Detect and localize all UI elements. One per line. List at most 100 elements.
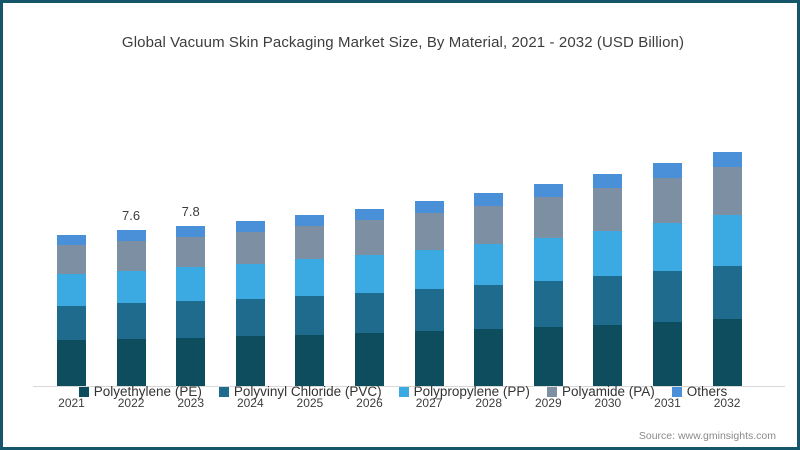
bar-segment-2028-s2 <box>474 243 504 286</box>
x-tick-2029: 2029 <box>534 396 562 410</box>
x-tick-2021: 2021 <box>58 396 85 410</box>
bar-segment-2026-s2 <box>355 254 384 293</box>
bar-segment-2031-s0 <box>653 321 682 386</box>
bar-2025[interactable] <box>295 214 325 386</box>
source-attribution: Source: www.gminsights.com <box>638 430 776 442</box>
legend-swatch-icon-4 <box>671 386 682 397</box>
x-tick-2030: 2030 <box>594 396 622 410</box>
legend-label-2: Polypropylene (PP) <box>413 384 530 399</box>
x-tick-2032: 2032 <box>713 396 741 410</box>
bar-segment-2032-s4 <box>712 151 742 168</box>
bar-segment-2021-s3 <box>57 244 86 274</box>
bar-segment-2029-s4 <box>533 184 563 198</box>
legend-swatch-icon-0 <box>78 386 89 397</box>
bar-segment-2021-s0 <box>57 339 86 386</box>
x-tick-2031: 2031 <box>654 396 681 410</box>
x-tick-2027: 2027 <box>415 396 443 410</box>
legend-item-2[interactable]: Polypropylene (PP) <box>398 384 530 399</box>
bar-segment-2025-s3 <box>295 225 325 260</box>
bar-2024[interactable] <box>235 221 265 386</box>
bar-segment-2023-s3 <box>176 236 206 268</box>
bar-2027[interactable] <box>414 201 444 386</box>
bar-2022[interactable] <box>116 230 146 386</box>
bar-segment-2029-s3 <box>533 197 563 238</box>
legend-swatch-icon-1 <box>218 386 229 397</box>
legend-item-3[interactable]: Polyamide (PA) <box>546 384 655 399</box>
bar-2028[interactable] <box>474 193 504 386</box>
bar-2021[interactable] <box>57 234 86 386</box>
bar-segment-2021-s2 <box>57 273 86 306</box>
chart-title: Global Vacuum Skin Packaging Market Size… <box>121 34 685 51</box>
legend-swatch-icon-3 <box>546 386 557 397</box>
bar-segment-2030-s0 <box>593 324 623 386</box>
legend-label-4: Others <box>686 384 728 399</box>
bar-segment-2023-s0 <box>176 337 206 386</box>
bar-2031[interactable] <box>653 163 682 386</box>
bar-segment-2029-s2 <box>533 237 563 282</box>
bar-segment-2032-s2 <box>712 214 742 266</box>
bar-segment-2031-s2 <box>653 223 682 272</box>
bar-segment-2030-s3 <box>593 188 623 231</box>
legend-item-4[interactable]: Others <box>671 384 728 399</box>
bar-segment-2031-s4 <box>653 163 682 178</box>
bar-segment-2025-s1 <box>295 295 325 335</box>
bar-segment-2031-s1 <box>653 271 682 322</box>
baseline-axis <box>33 386 785 387</box>
bar-2030[interactable] <box>593 174 623 386</box>
x-tick-2023: 2023 <box>177 396 205 410</box>
bar-segment-2024-s4 <box>235 221 265 232</box>
bar-segment-2024-s3 <box>235 231 265 264</box>
bar-segment-2022-s4 <box>116 230 146 241</box>
bar-segment-2026-s0 <box>355 333 384 386</box>
bar-segment-2026-s1 <box>355 292 384 334</box>
bar-segment-2028-s1 <box>474 285 504 330</box>
bar-2029[interactable] <box>533 184 563 386</box>
bar-segment-2027-s1 <box>414 289 444 332</box>
bar-segment-2023-s1 <box>176 301 206 338</box>
bar-segment-2031-s3 <box>653 177 682 224</box>
legend-swatch-icon-2 <box>398 386 409 397</box>
bar-segment-2021-s1 <box>57 305 86 340</box>
bar-segment-2026-s3 <box>355 219 384 255</box>
bar-segment-2027-s3 <box>414 213 444 250</box>
data-label-2023: 7.8 <box>181 204 200 220</box>
bar-segment-2030-s4 <box>593 174 623 189</box>
bar-2023[interactable] <box>176 226 206 386</box>
bar-segment-2027-s4 <box>414 201 444 214</box>
plot-area: 2021 2022 2023 2024 2025 2026 2027 2028 2029 2030… <box>33 66 785 410</box>
bar-segment-2026-s4 <box>355 208 384 220</box>
bar-segment-2027-s2 <box>414 249 444 290</box>
bar-segment-2028-s0 <box>474 329 504 386</box>
chart-inner: Global Vacuum Skin Packaging Market Size… <box>6 6 794 444</box>
chart-legend: Polyethylene (PE) Polyvinyl Chloride (PVC… <box>6 384 800 399</box>
bar-segment-2028-s4 <box>474 193 504 206</box>
bar-segment-2029-s0 <box>533 327 563 386</box>
bar-segment-2023-s2 <box>176 267 206 302</box>
bar-segment-2024-s2 <box>235 263 265 299</box>
bar-segment-2025-s0 <box>295 334 325 386</box>
bar-segment-2032-s0 <box>712 319 742 386</box>
bar-segment-2030-s2 <box>593 230 623 277</box>
legend-label-3: Polyamide (PA) <box>561 384 655 399</box>
x-tick-2028: 2028 <box>475 396 503 410</box>
bar-segment-2022-s1 <box>116 303 146 339</box>
bar-segment-2024-s0 <box>235 336 265 386</box>
data-label-2022: 7.6 <box>122 208 141 224</box>
x-tick-2025: 2025 <box>296 396 324 410</box>
x-tick-2026: 2026 <box>356 396 383 410</box>
bar-segment-2029-s1 <box>533 281 563 328</box>
bar-2026[interactable] <box>355 208 384 386</box>
bar-segment-2024-s1 <box>235 298 265 337</box>
legend-item-1[interactable]: Polyvinyl Chloride (PVC) <box>218 384 382 399</box>
bar-2032[interactable] <box>712 151 742 386</box>
bar-segment-2032-s1 <box>712 265 742 320</box>
legend-item-0[interactable]: Polyethylene (PE) <box>78 384 202 399</box>
bar-segment-2028-s3 <box>474 205 504 244</box>
bar-segment-2030-s1 <box>593 276 623 325</box>
bar-segment-2022-s2 <box>116 270 146 304</box>
bar-segment-2027-s0 <box>414 331 444 386</box>
x-tick-2024: 2024 <box>236 396 264 410</box>
bar-segment-2022-s3 <box>116 240 146 271</box>
bar-segment-2032-s3 <box>712 167 742 215</box>
